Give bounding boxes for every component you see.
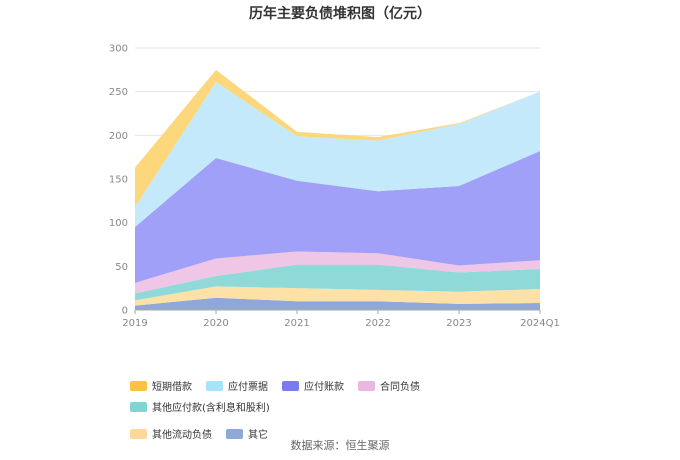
chart-title: 历年主要负债堆积图（亿元） bbox=[249, 6, 431, 22]
x-tick-label: 2023 bbox=[446, 318, 471, 329]
y-tick-label: 200 bbox=[109, 131, 128, 142]
legend-item[interactable]: 其他应付款(含利息和股利) bbox=[130, 399, 270, 414]
x-tick-label: 2019 bbox=[122, 318, 147, 329]
area-series-2[interactable] bbox=[135, 264, 540, 301]
legend: 短期借款 应付票据 应付账款 合同负债其他应付款(含利息和股利) 其他流动负债 其它 bbox=[130, 378, 570, 441]
legend-label: 其它 bbox=[248, 430, 268, 441]
legend-swatch bbox=[130, 380, 147, 391]
legend-item[interactable]: 短期借款 bbox=[130, 378, 192, 393]
y-tick-label: 50 bbox=[115, 262, 128, 273]
legend-swatch bbox=[130, 428, 147, 439]
x-tick-label: 2024Q1 bbox=[520, 318, 560, 329]
area-series-1[interactable] bbox=[135, 286, 540, 306]
legend-label: 短期借款 bbox=[152, 382, 192, 393]
x-tick-label: 2022 bbox=[365, 318, 390, 329]
legend-item[interactable]: 其他流动负债 bbox=[130, 426, 212, 441]
legend-label: 应付票据 bbox=[228, 382, 268, 393]
x-tick-label: 2021 bbox=[284, 318, 309, 329]
legend-item[interactable]: 应付票据 bbox=[206, 378, 268, 393]
legend-swatch bbox=[282, 380, 299, 391]
data-source: 数据来源：恒生聚源 bbox=[290, 439, 390, 452]
y-tick-label: 150 bbox=[109, 175, 128, 186]
y-tick-label: 300 bbox=[109, 44, 128, 55]
area-series bbox=[135, 69, 540, 310]
y-tick-label: 0 bbox=[122, 306, 128, 317]
legend-label: 其他应付款(含利息和股利) bbox=[152, 403, 270, 414]
area-series-5[interactable] bbox=[135, 82, 540, 228]
legend-label: 其他流动负债 bbox=[152, 430, 212, 441]
legend-swatch bbox=[226, 428, 243, 439]
legend-item[interactable]: 合同负债 bbox=[358, 378, 420, 393]
legend-item[interactable]: 应付账款 bbox=[282, 378, 344, 393]
legend-label: 合同负债 bbox=[380, 382, 420, 393]
y-tick-label: 100 bbox=[109, 218, 128, 229]
area-series-4[interactable] bbox=[135, 151, 540, 283]
legend-label: 应付账款 bbox=[304, 382, 344, 393]
legend-swatch bbox=[206, 380, 223, 391]
legend-item[interactable]: 其它 bbox=[226, 426, 268, 441]
axes: 0 50 100 150 200 250 300 2019 2020 2021 2022 2023 20… bbox=[109, 44, 560, 330]
legend-swatch bbox=[130, 401, 147, 412]
area-series-3[interactable] bbox=[135, 251, 540, 294]
area-series-0[interactable] bbox=[135, 297, 540, 310]
legend-swatch bbox=[358, 380, 375, 391]
x-tick-label: 2020 bbox=[203, 318, 228, 329]
y-tick-label: 250 bbox=[109, 87, 128, 98]
